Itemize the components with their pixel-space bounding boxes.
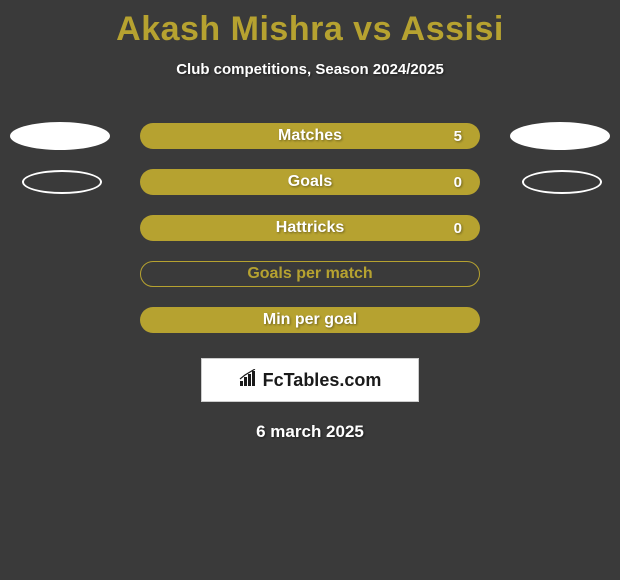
stat-bar: Goals 0 [140,169,480,195]
stat-row-matches: Matches 5 [0,113,620,159]
page-subtitle: Club competitions, Season 2024/2025 [0,61,620,78]
comparison-infographic: Akash Mishra vs Assisi Club competitions… [0,0,620,452]
stat-value: 5 [454,128,462,145]
stat-bar: Hattricks 0 [140,215,480,241]
stat-bar: Min per goal [140,307,480,333]
stat-value: 0 [454,174,462,191]
right-marker-icon [510,122,610,150]
logo-label: FcTables.com [263,370,382,391]
stat-label: Matches [278,127,342,145]
left-marker-icon [22,170,102,194]
stat-value: 0 [454,220,462,237]
stat-row-goals-per-match: Goals per match [0,251,620,297]
stat-label: Min per goal [263,311,357,329]
page-title: Akash Mishra vs Assisi [0,10,620,49]
branding-logo: FcTables.com [201,358,419,402]
left-marker-icon [10,122,110,150]
stat-label: Goals per match [247,265,372,283]
stat-row-goals: Goals 0 [0,159,620,205]
chart-icon [239,369,259,392]
footer-date: 6 march 2025 [0,422,620,442]
stat-bar: Goals per match [140,261,480,287]
stat-label: Hattricks [276,219,344,237]
stat-bar: Matches 5 [140,123,480,149]
right-marker-icon [522,170,602,194]
stat-row-min-per-goal: Min per goal [0,297,620,343]
stat-row-hattricks: Hattricks 0 [0,205,620,251]
logo-text: FcTables.com [239,369,382,392]
stats-section: Matches 5 Goals 0 Hattricks 0 Goals per … [0,113,620,343]
stat-label: Goals [288,173,332,191]
